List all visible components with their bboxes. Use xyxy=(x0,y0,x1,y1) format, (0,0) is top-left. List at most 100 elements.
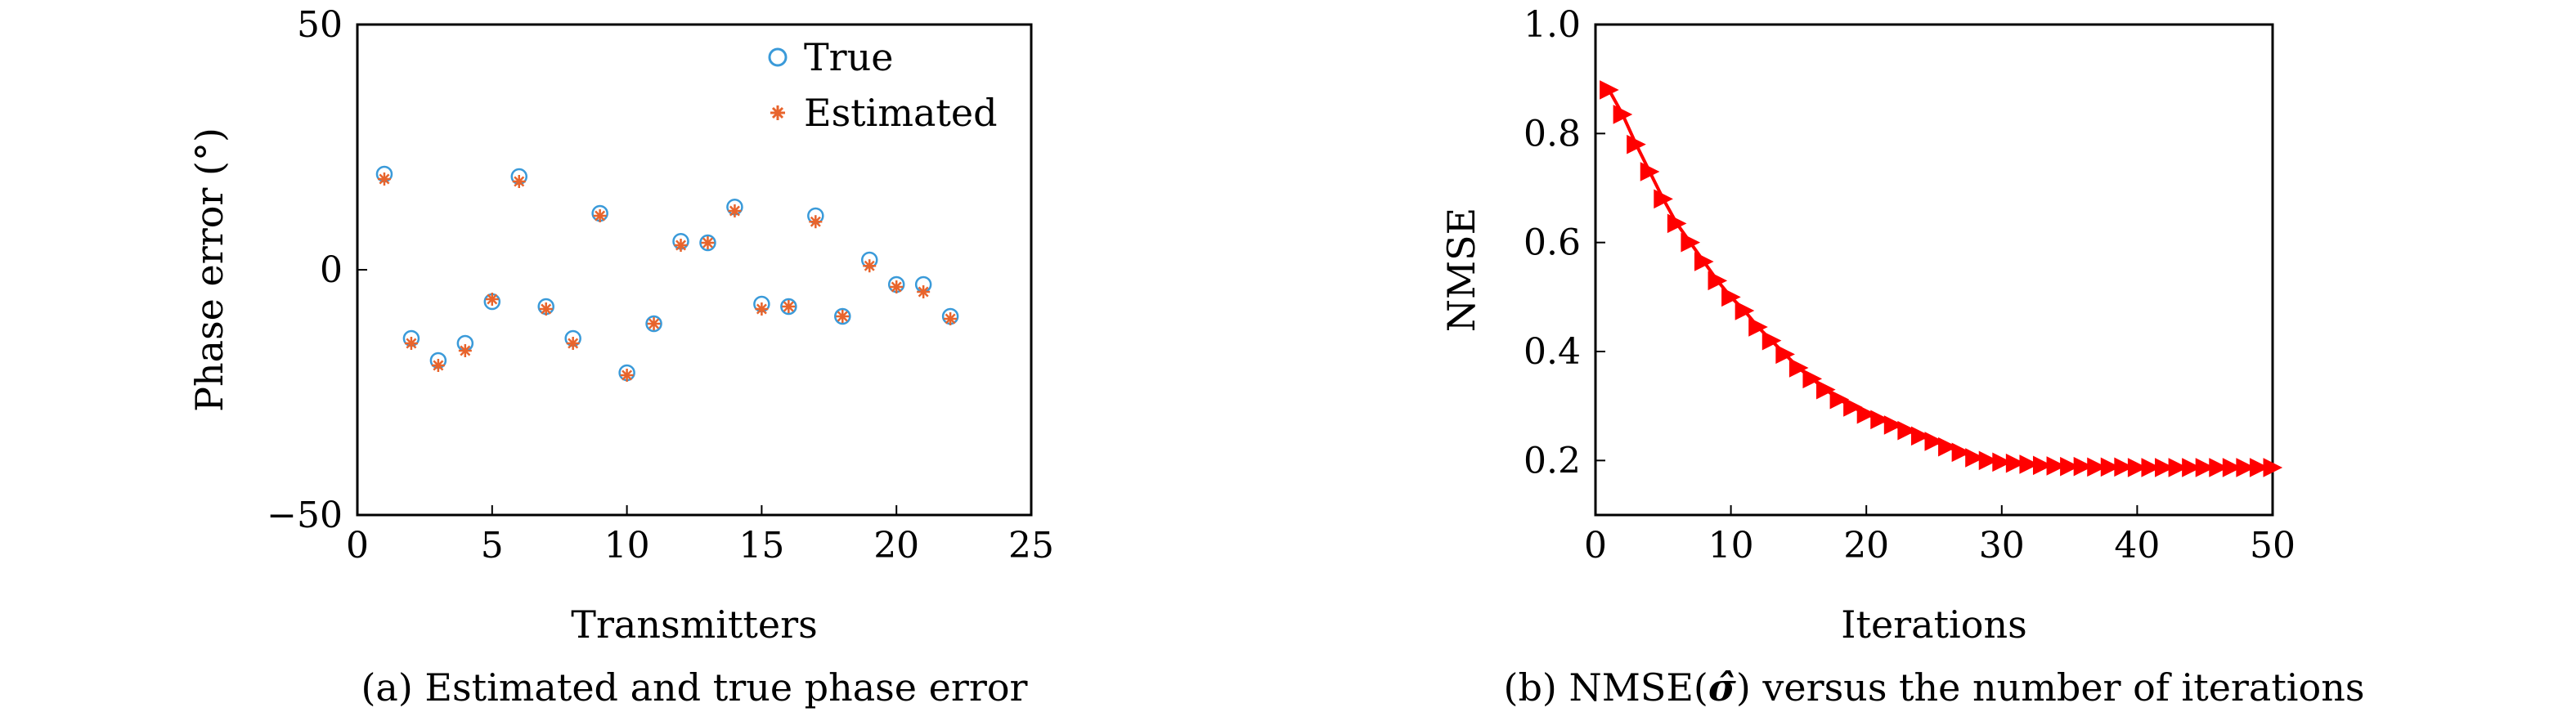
estimated-point xyxy=(755,302,769,316)
estimated-point xyxy=(566,337,580,350)
nmse-point xyxy=(1694,252,1714,271)
legend-estimated-label: Estimated xyxy=(804,91,998,135)
nmse-point xyxy=(2073,456,2094,477)
plot-a-ytick-label: 0 xyxy=(320,249,343,291)
caption-b-suffix: ) versus the number of iterations xyxy=(1736,665,2365,710)
estimated-point xyxy=(458,344,472,357)
nmse-point xyxy=(2032,455,2053,476)
nmse-point xyxy=(1775,344,1795,365)
plot-b-xtick-label: 50 xyxy=(2250,525,2296,566)
plot-a-xtick-label: 10 xyxy=(604,525,650,566)
plot-a-ylabel: Phase error (°) xyxy=(187,128,231,412)
estimated-point xyxy=(620,369,634,382)
estimated-point xyxy=(485,293,499,306)
true-point xyxy=(645,315,662,333)
nmse-point xyxy=(2249,458,2269,477)
nmse-point xyxy=(1613,105,1633,124)
plot-b-marks xyxy=(1600,80,2283,477)
nmse-point xyxy=(1992,452,2012,472)
estimated-point xyxy=(701,236,715,249)
nmse-point xyxy=(1829,389,1850,410)
estimated-point xyxy=(782,300,796,313)
nmse-point xyxy=(2019,455,2040,474)
nmse-point xyxy=(2263,458,2283,477)
legend-true-label: True xyxy=(804,35,894,79)
plot-b-xtick-label: 40 xyxy=(2114,525,2160,566)
nmse-point xyxy=(1938,437,1958,457)
nmse-point xyxy=(2141,458,2161,477)
estimated-point xyxy=(728,204,742,217)
caption-b-sigma: σ̂ xyxy=(1708,665,1736,710)
nmse-point xyxy=(2155,458,2174,477)
nmse-point xyxy=(2060,456,2080,477)
nmse-point xyxy=(1870,410,1890,430)
plot-b-ytick-label: 0.6 xyxy=(1524,222,1581,264)
nmse-point xyxy=(2236,458,2255,477)
nmse-point xyxy=(1654,189,1673,209)
plot-a-xtick-label: 25 xyxy=(1008,525,1054,566)
estimated-point xyxy=(890,280,904,293)
plot-a-caption: (a) Estimated and true phase error xyxy=(361,665,1027,710)
true-point xyxy=(834,307,851,325)
plot-b-ylabel: NMSE xyxy=(1439,208,1483,332)
nmse-point xyxy=(1978,450,1999,471)
plot-a-ytick-label: −50 xyxy=(267,495,343,536)
nmse-point xyxy=(2114,457,2134,477)
nmse-point xyxy=(2222,458,2242,477)
estimated-point xyxy=(674,239,688,252)
nmse-panel: 0 10 20 30 40 50 1.0 0.8 0.6 0.4 0.2 Iterations NM… xyxy=(1439,4,2364,710)
estimated-point xyxy=(539,302,553,316)
nmse-point xyxy=(1843,397,1863,417)
nmse-point xyxy=(1816,379,1836,400)
plot-b-ytick-label: 1.0 xyxy=(1524,4,1581,46)
estimated-point xyxy=(647,317,661,330)
nmse-point xyxy=(2005,453,2026,473)
nmse-point xyxy=(1735,301,1755,320)
true-point xyxy=(780,298,797,316)
plot-b-ytick-label: 0.4 xyxy=(1524,331,1581,373)
nmse-point xyxy=(1788,358,1809,378)
plot-b-ytick-label: 0.2 xyxy=(1524,440,1581,481)
plot-a-xtick-label: 15 xyxy=(738,525,784,566)
nmse-point xyxy=(1965,448,1985,468)
nmse-point xyxy=(1721,287,1741,307)
nmse-point xyxy=(1897,420,1917,441)
true-point xyxy=(699,234,716,252)
estimated-point xyxy=(431,359,445,372)
nmse-point xyxy=(2046,456,2067,476)
plot-b-xtick-label: 10 xyxy=(1708,525,1754,566)
estimated-point xyxy=(836,310,850,323)
nmse-point xyxy=(2168,458,2188,477)
plot-b-xtick-label: 20 xyxy=(1843,525,1889,566)
plot-b-xtick-label: 0 xyxy=(1584,525,1607,566)
plot-b-frame xyxy=(1594,23,2274,517)
plot-a-marks xyxy=(375,165,959,382)
estimated-point xyxy=(512,175,526,188)
plot-a-xtick-label: 0 xyxy=(346,525,369,566)
plot-a-xlabel: Transmitters xyxy=(571,602,817,647)
plot-a-xtick-label: 5 xyxy=(481,525,504,566)
caption-b-prefix: (b) NMSE( xyxy=(1504,665,1708,710)
nmse-point xyxy=(2195,458,2215,477)
nmse-point xyxy=(1627,134,1646,154)
plot-b-xlabel: Iterations xyxy=(1841,602,2026,647)
plot-b-ytick-label: 0.8 xyxy=(1524,113,1581,154)
plot-b-ticks: 0 10 20 30 40 50 1.0 0.8 0.6 0.4 0.2 xyxy=(1524,4,2296,566)
estimated-point xyxy=(917,285,931,298)
estimated-point xyxy=(944,312,958,325)
nmse-point xyxy=(2127,458,2147,477)
nmse-point xyxy=(1708,271,1728,291)
plot-b-caption: (b) NMSE(σ̂) versus the number of iterat… xyxy=(1504,665,2365,710)
nmse-point xyxy=(1883,415,1904,435)
nmse-point xyxy=(1640,162,1660,181)
nmse-point xyxy=(1924,432,1945,451)
estimated-point xyxy=(809,215,823,229)
nmse-point xyxy=(2182,458,2201,477)
legend-estimated-marker xyxy=(770,105,785,120)
nmse-point xyxy=(1600,80,1619,100)
nmse-point xyxy=(1667,213,1687,234)
legend-true-marker xyxy=(768,47,788,67)
